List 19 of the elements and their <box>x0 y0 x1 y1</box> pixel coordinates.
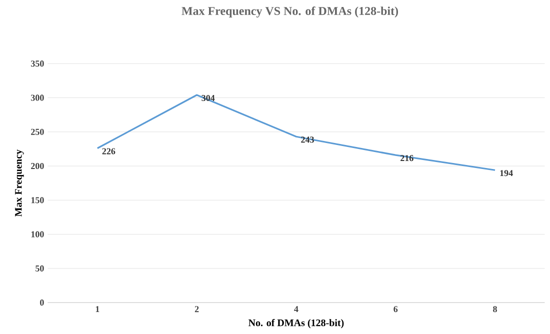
y-tick-label: 350 <box>31 60 44 67</box>
y-tick-label: 100 <box>31 231 44 238</box>
x-tick-label: 8 <box>493 306 497 312</box>
chart-title: Max Frequency VS No. of DMAs (128-bit) <box>182 6 398 18</box>
x-tick-label: 2 <box>194 306 199 312</box>
y-tick-label: 150 <box>31 197 44 204</box>
data-label: 194 <box>500 170 513 176</box>
y-tick-label: 250 <box>31 128 44 135</box>
x-tick-label: 4 <box>294 306 298 312</box>
y-tick-label: 0 <box>40 300 44 306</box>
y-tick-label: 50 <box>36 265 44 272</box>
x-tick-label: 1 <box>96 306 100 312</box>
data-label: 226 <box>102 148 116 154</box>
y-tick-label: 200 <box>31 162 44 170</box>
x-axis-title: No. of DMAs (128-bit) <box>248 319 344 328</box>
y-tick-label: 300 <box>31 94 44 101</box>
line-series <box>96 94 496 171</box>
x-tick-label: 6 <box>394 306 398 312</box>
y-axis-title: Max Frequency <box>15 150 24 217</box>
